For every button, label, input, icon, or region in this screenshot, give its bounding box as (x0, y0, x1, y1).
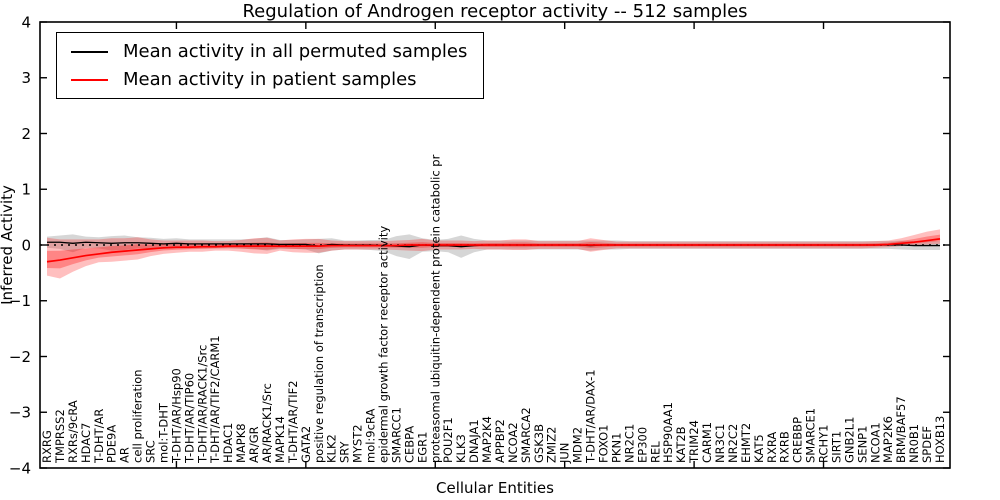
confidence-bands (47, 229, 940, 279)
x-category-label: T-DHT/AR (92, 409, 106, 464)
legend: Mean activity in all permuted samples Me… (56, 32, 485, 99)
x-category-label: SMARCE1 (804, 408, 818, 463)
x-category-label: EGR1 (415, 432, 429, 464)
x-category-label: MYST2 (351, 424, 365, 463)
patient-line-swatch (71, 78, 108, 81)
x-category-label: SMARCC1 (389, 407, 403, 463)
x-category-label: positive regulation of transcription (312, 264, 326, 463)
y-tick-label: −2 (9, 348, 31, 366)
x-category-label: T-DHT/AR/DAX-1 (584, 369, 598, 464)
x-category-label: RXRA (765, 432, 779, 463)
y-tick-label: −4 (9, 459, 31, 477)
x-category-label: KAT5 (752, 434, 766, 463)
x-category-label: T-DHT/AR/TIF2/CARM1 (208, 335, 222, 464)
chart-title: Regulation of Androgen receptor activity… (242, 1, 748, 22)
permuted-line-swatch (71, 50, 108, 53)
patient-confidence-band-outer (47, 229, 940, 279)
x-category-label: NCOA1 (868, 422, 882, 463)
y-tick-label: 2 (21, 125, 31, 143)
x-category-label: TMPRSS2 (53, 409, 67, 464)
x-category-label: mol:9cRA (364, 409, 378, 463)
legend-label-patient: Mean activity in patient samples (123, 69, 417, 90)
x-category-label: FOXO1 (597, 425, 611, 463)
y-tick-label: −1 (9, 292, 31, 310)
y-tick-label: 0 (21, 236, 31, 254)
x-category-label: proteasomal ubiquitin-dependent protein … (428, 154, 442, 463)
x-category-label: GATA2 (299, 426, 313, 463)
y-axis-title: Inferred Activity (0, 185, 16, 305)
x-category-label: KLK2 (325, 434, 339, 463)
mean-lines (46, 238, 941, 263)
x-category-label: TRIM24 (687, 420, 701, 464)
permuted-confidence-band (47, 234, 940, 259)
legend-label-permuted: Mean activity in all permuted samples (123, 41, 468, 62)
x-category-label: HDAC1 (221, 423, 235, 463)
x-category-label: ZMIZ2 (545, 427, 559, 463)
x-category-label: SENP1 (855, 426, 869, 463)
x-category-label: APPBP2 (493, 419, 507, 463)
x-category-label: SMARCA2 (519, 407, 533, 463)
x-category-label: RCHY1 (817, 425, 831, 463)
x-category-label: epidermal growth factor receptor activit… (376, 226, 390, 463)
x-category-label: RXRs/9cRA (66, 400, 80, 463)
x-category-label: mol:T-DHT (156, 402, 170, 463)
x-category-label: SPDEF (920, 426, 934, 463)
x-category-label: T-DHT/AR/TIP60 (182, 373, 196, 464)
x-category-label: JUN (558, 443, 572, 464)
x-category-label: GSK3B (532, 424, 546, 463)
x-category-label: HOXB13 (933, 416, 947, 463)
x-category-label: KAT2B (674, 426, 688, 463)
x-category-label: AR/GR (247, 426, 261, 463)
x-category-label: CEBPA (402, 426, 416, 463)
x-category-label: T-DHT/AR/Hsp90 (169, 368, 183, 464)
x-category-label: NR2C1 (622, 424, 636, 463)
x-category-label: AR/RACK1/Src (260, 383, 274, 463)
legend-entry-patient: Mean activity in patient samples (71, 69, 467, 90)
x-category-label: MAPK14 (273, 416, 287, 463)
x-category-label: CARM1 (700, 422, 714, 463)
x-category-label: SRY (338, 440, 352, 463)
axes: 4 3 2 1 0 −1 −2 −3 −4 (9, 13, 951, 477)
x-category-label: NR2C2 (726, 424, 740, 463)
x-category-label: MAP2K6 (881, 416, 895, 463)
x-category-label: REL (648, 441, 662, 463)
x-category-label: MAP2K4 (480, 416, 494, 463)
x-category-label: KLK3 (454, 434, 468, 463)
x-axis-title: Cellular Entities (436, 479, 554, 497)
x-category-label: PDE9A (105, 425, 119, 463)
x-category-label: SIRT1 (829, 431, 843, 463)
x-category-label: NR3C1 (713, 424, 727, 463)
x-category-label: MDM2 (571, 427, 585, 463)
x-category-label: NCOA2 (506, 422, 520, 463)
x-category-label: EP300 (635, 427, 649, 463)
x-category-label: cell proliferation (131, 369, 145, 463)
x-category-label: HSP90AA1 (661, 402, 675, 463)
x-category-label: DNAJA1 (467, 419, 481, 463)
x-category-label: HDAC7 (79, 423, 93, 463)
legend-entry-permuted: Mean activity in all permuted samples (71, 41, 467, 62)
x-category-label: MAPK8 (234, 423, 248, 463)
x-category-label: PKN1 (609, 433, 623, 463)
patient-mean-line (46, 238, 941, 263)
x-category-label: NR0B1 (907, 424, 921, 463)
x-category-label: T-DHT/AR/TIF2 (286, 380, 300, 464)
x-category-label: T-DHT/AR/RACK1/Src (195, 345, 209, 464)
x-category-label: BRM/BAF57 (894, 396, 908, 463)
x-category-labels: RXRGTMPRSS2RXRs/9cRAHDAC7T-DHT/ARPDE9AAR… (40, 154, 947, 464)
x-category-label: EHMT2 (739, 423, 753, 463)
x-category-label: GNB2L1 (842, 417, 856, 463)
x-category-label: CREBBP (791, 417, 805, 463)
y-tick-label: 3 (21, 69, 31, 87)
x-category-label: SRC (144, 440, 158, 463)
y-tick-label: 4 (21, 13, 31, 31)
x-category-label: RXRG (40, 430, 54, 463)
x-category-label: AR (118, 447, 132, 463)
patient-confidence-band-inner (47, 234, 940, 269)
y-tick-label: 1 (21, 181, 31, 199)
x-category-label: RXRB (778, 431, 792, 463)
y-tick-label: −3 (9, 404, 31, 422)
x-category-label: POU2F1 (441, 417, 455, 463)
